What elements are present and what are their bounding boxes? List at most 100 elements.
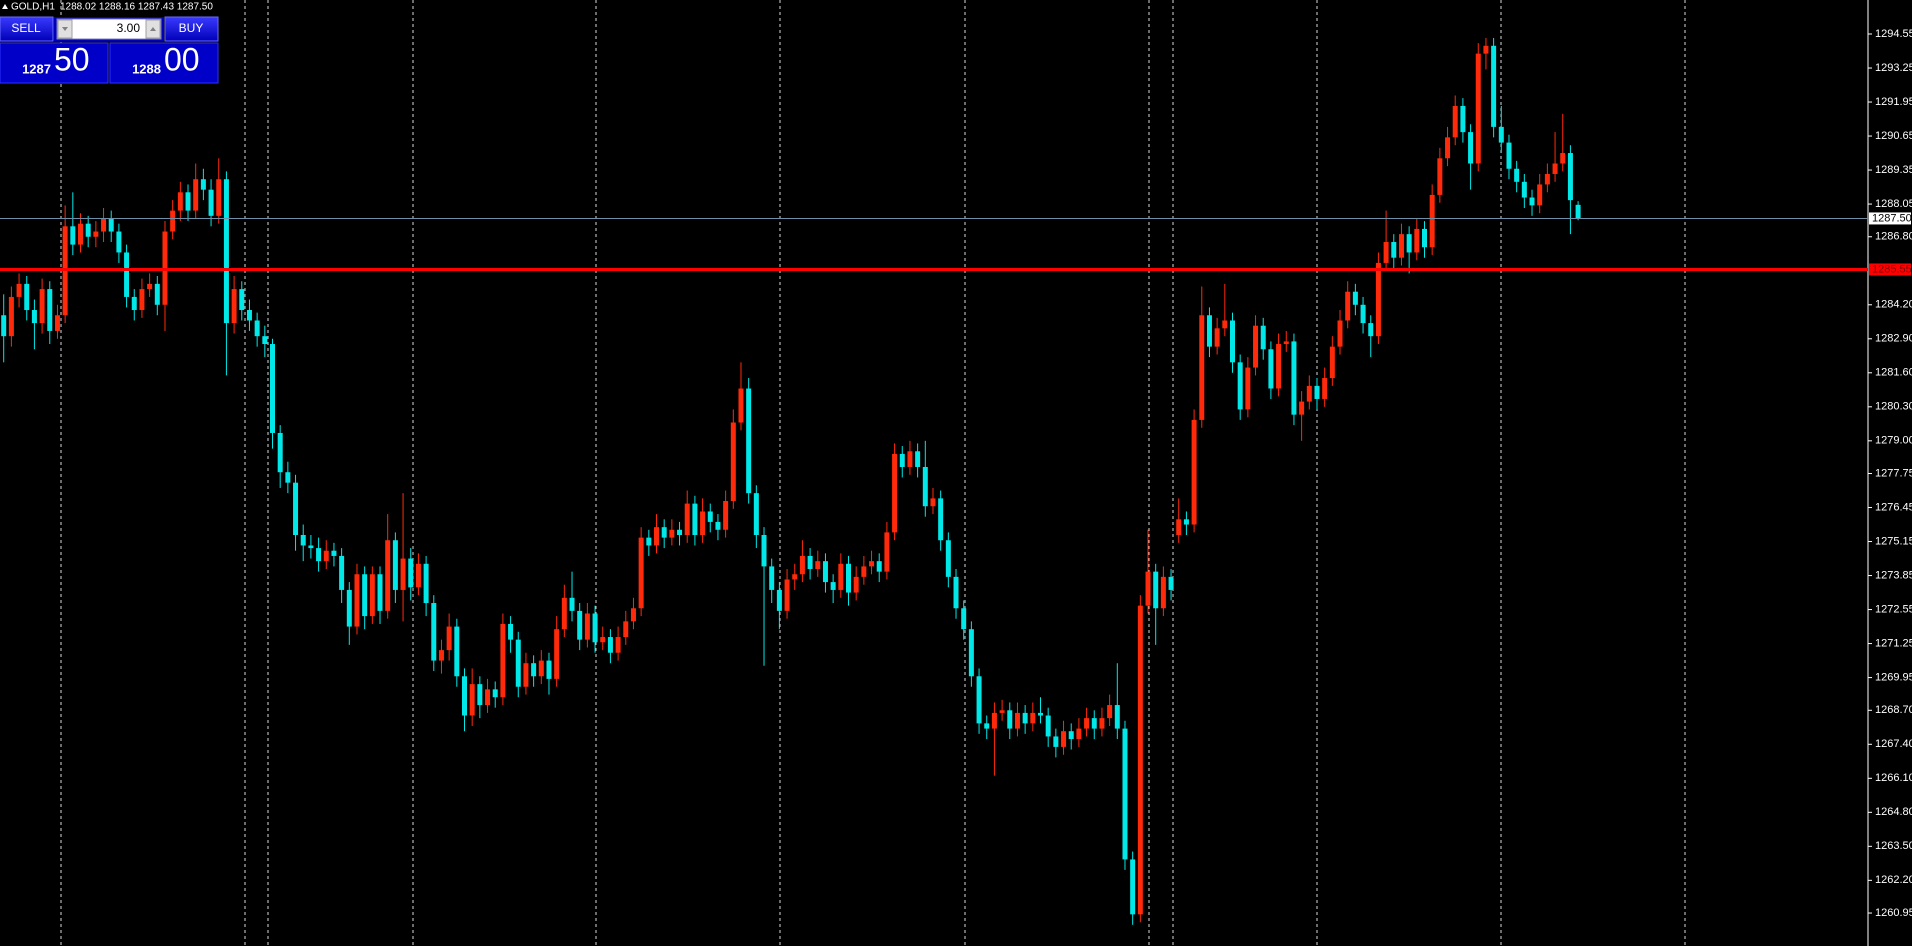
candle-body	[1544, 173, 1550, 185]
candle-body	[131, 296, 137, 311]
candle-body	[1091, 718, 1097, 729]
candle-body	[707, 511, 713, 522]
candle-body	[615, 637, 621, 653]
candle-body	[769, 566, 775, 590]
candle-body	[1491, 45, 1497, 127]
candle-body	[85, 223, 91, 237]
candle-body	[101, 218, 107, 232]
candle-body	[1276, 344, 1282, 389]
candle-body	[1253, 325, 1259, 368]
y-tick-label: 1277.75	[1875, 467, 1912, 479]
y-tick-label: 1282.90	[1875, 333, 1912, 345]
candle-body	[354, 574, 360, 627]
candle-body	[446, 626, 452, 651]
candle-body	[577, 610, 583, 640]
candle-body	[1053, 736, 1059, 747]
candle-body	[1299, 401, 1305, 415]
candle-body	[1045, 715, 1051, 737]
y-tick-label: 1266.10	[1875, 772, 1912, 784]
candle-body	[1575, 204, 1581, 219]
candle-body	[807, 555, 813, 570]
candle-body	[362, 574, 368, 617]
candle-body	[1030, 712, 1036, 724]
bid-big: 1287	[22, 61, 51, 76]
candle-body	[1345, 291, 1351, 321]
candle-body	[991, 712, 997, 729]
candle-body	[223, 179, 229, 324]
price-lines: 1287.50 1285.55	[0, 212, 1912, 276]
y-tick-label: 1267.40	[1875, 738, 1912, 750]
candle-body	[438, 650, 444, 661]
candle-body	[815, 561, 821, 570]
bid-box[interactable]	[0, 42, 109, 84]
candle-body	[938, 498, 944, 541]
candle-body	[78, 223, 83, 245]
arrow-down	[62, 27, 68, 31]
candle-body	[792, 574, 798, 580]
candle-body	[193, 179, 199, 211]
price-label-box	[1869, 212, 1911, 225]
candle-body	[1068, 731, 1074, 740]
candle-body	[646, 537, 652, 546]
candle-body	[108, 218, 114, 232]
candle-body	[822, 561, 828, 583]
candle-body	[231, 289, 237, 324]
candle-body	[208, 189, 214, 216]
candle-body	[239, 289, 245, 311]
candle-body	[1529, 197, 1535, 206]
candle-body	[677, 529, 683, 536]
candle-body	[485, 689, 491, 706]
candle-body	[116, 231, 122, 253]
lot-input[interactable]	[56, 18, 162, 40]
candle-body	[630, 608, 636, 622]
candle-body	[1283, 341, 1289, 345]
ohlc-text: 1288.02 1288.16 1287.43 1287.50	[60, 2, 213, 13]
candle-body	[1014, 712, 1020, 729]
candle-body	[1153, 571, 1159, 609]
candle-body	[462, 676, 467, 716]
candle-body	[431, 603, 437, 661]
candle-body	[254, 320, 260, 337]
collapse-icon[interactable]	[2, 4, 8, 9]
candle-body	[369, 574, 375, 617]
y-tick-label: 1289.35	[1875, 164, 1912, 176]
candle-body	[661, 527, 667, 538]
candle-body	[1, 315, 7, 337]
candle-body	[753, 493, 759, 536]
sell-label: SELL	[11, 21, 41, 35]
y-tick-label: 1279.00	[1875, 435, 1912, 447]
candle-body	[1360, 304, 1366, 324]
candle-body	[1329, 346, 1335, 379]
lot-value: 3.00	[117, 21, 141, 35]
candle-body	[277, 432, 283, 473]
candle-body	[999, 710, 1005, 713]
candle-body	[784, 579, 790, 611]
candle-body	[1506, 142, 1512, 169]
candle-body	[39, 289, 45, 324]
y-tick-label: 1291.95	[1875, 96, 1912, 108]
candle-body	[1322, 378, 1328, 399]
ask-box[interactable]	[109, 42, 219, 84]
candle-body	[177, 192, 183, 211]
candle-body	[1084, 718, 1090, 729]
buy-button[interactable]	[164, 16, 219, 42]
candle-body	[308, 545, 314, 549]
candle-body	[1452, 105, 1458, 138]
candle-body	[1460, 105, 1466, 133]
candle-body	[1237, 362, 1243, 410]
candle-body	[922, 466, 928, 507]
candle-body	[300, 535, 306, 546]
y-tick-label: 1263.50	[1875, 840, 1912, 852]
candle-body	[1268, 349, 1274, 389]
candle-body	[492, 689, 498, 698]
candle-body	[907, 451, 913, 467]
candle-body	[1560, 153, 1566, 164]
candle-body	[24, 283, 30, 311]
sell-button[interactable]	[0, 16, 54, 42]
y-tick-label: 1294.55	[1875, 28, 1912, 40]
candle-body	[1445, 137, 1451, 159]
y-tick-label: 1273.85	[1875, 569, 1912, 581]
candle-body	[185, 192, 191, 211]
